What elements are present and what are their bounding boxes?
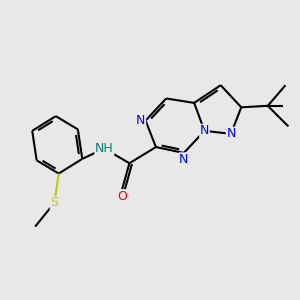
Text: N: N — [136, 114, 146, 127]
Text: O: O — [117, 190, 127, 203]
Text: NH: NH — [95, 142, 114, 155]
Text: S: S — [50, 196, 58, 209]
Text: N: N — [200, 124, 209, 137]
Text: N: N — [226, 127, 236, 140]
Text: N: N — [179, 153, 188, 166]
